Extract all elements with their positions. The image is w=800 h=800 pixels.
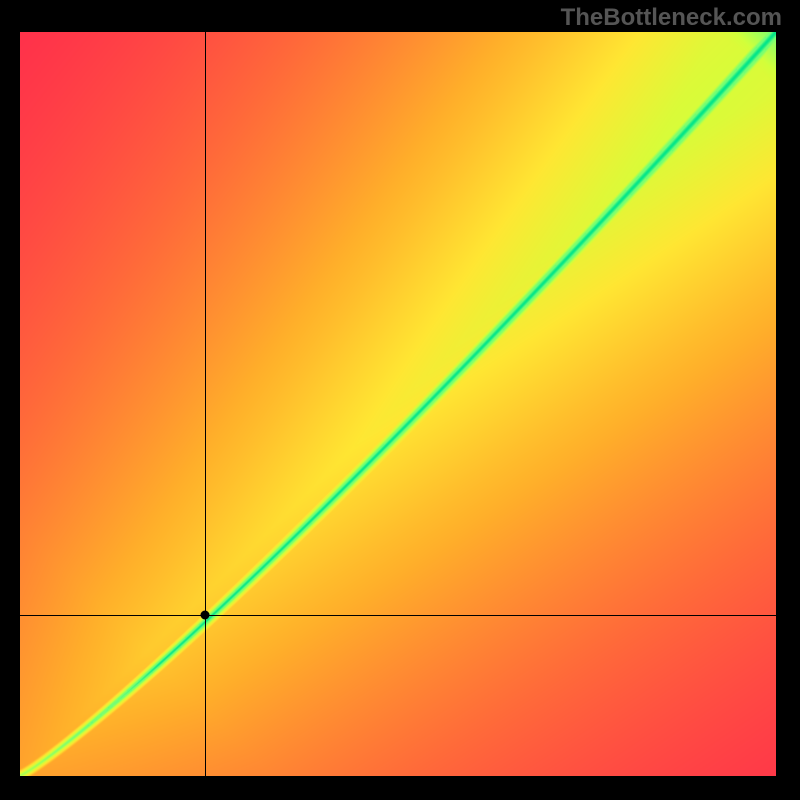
chart-container: TheBottleneck.com	[0, 0, 800, 800]
crosshair-horizontal	[20, 615, 776, 616]
bottleneck-heatmap	[20, 32, 776, 776]
crosshair-vertical	[205, 32, 206, 776]
watermark-text: TheBottleneck.com	[561, 4, 782, 32]
crosshair-marker-dot	[201, 610, 210, 619]
